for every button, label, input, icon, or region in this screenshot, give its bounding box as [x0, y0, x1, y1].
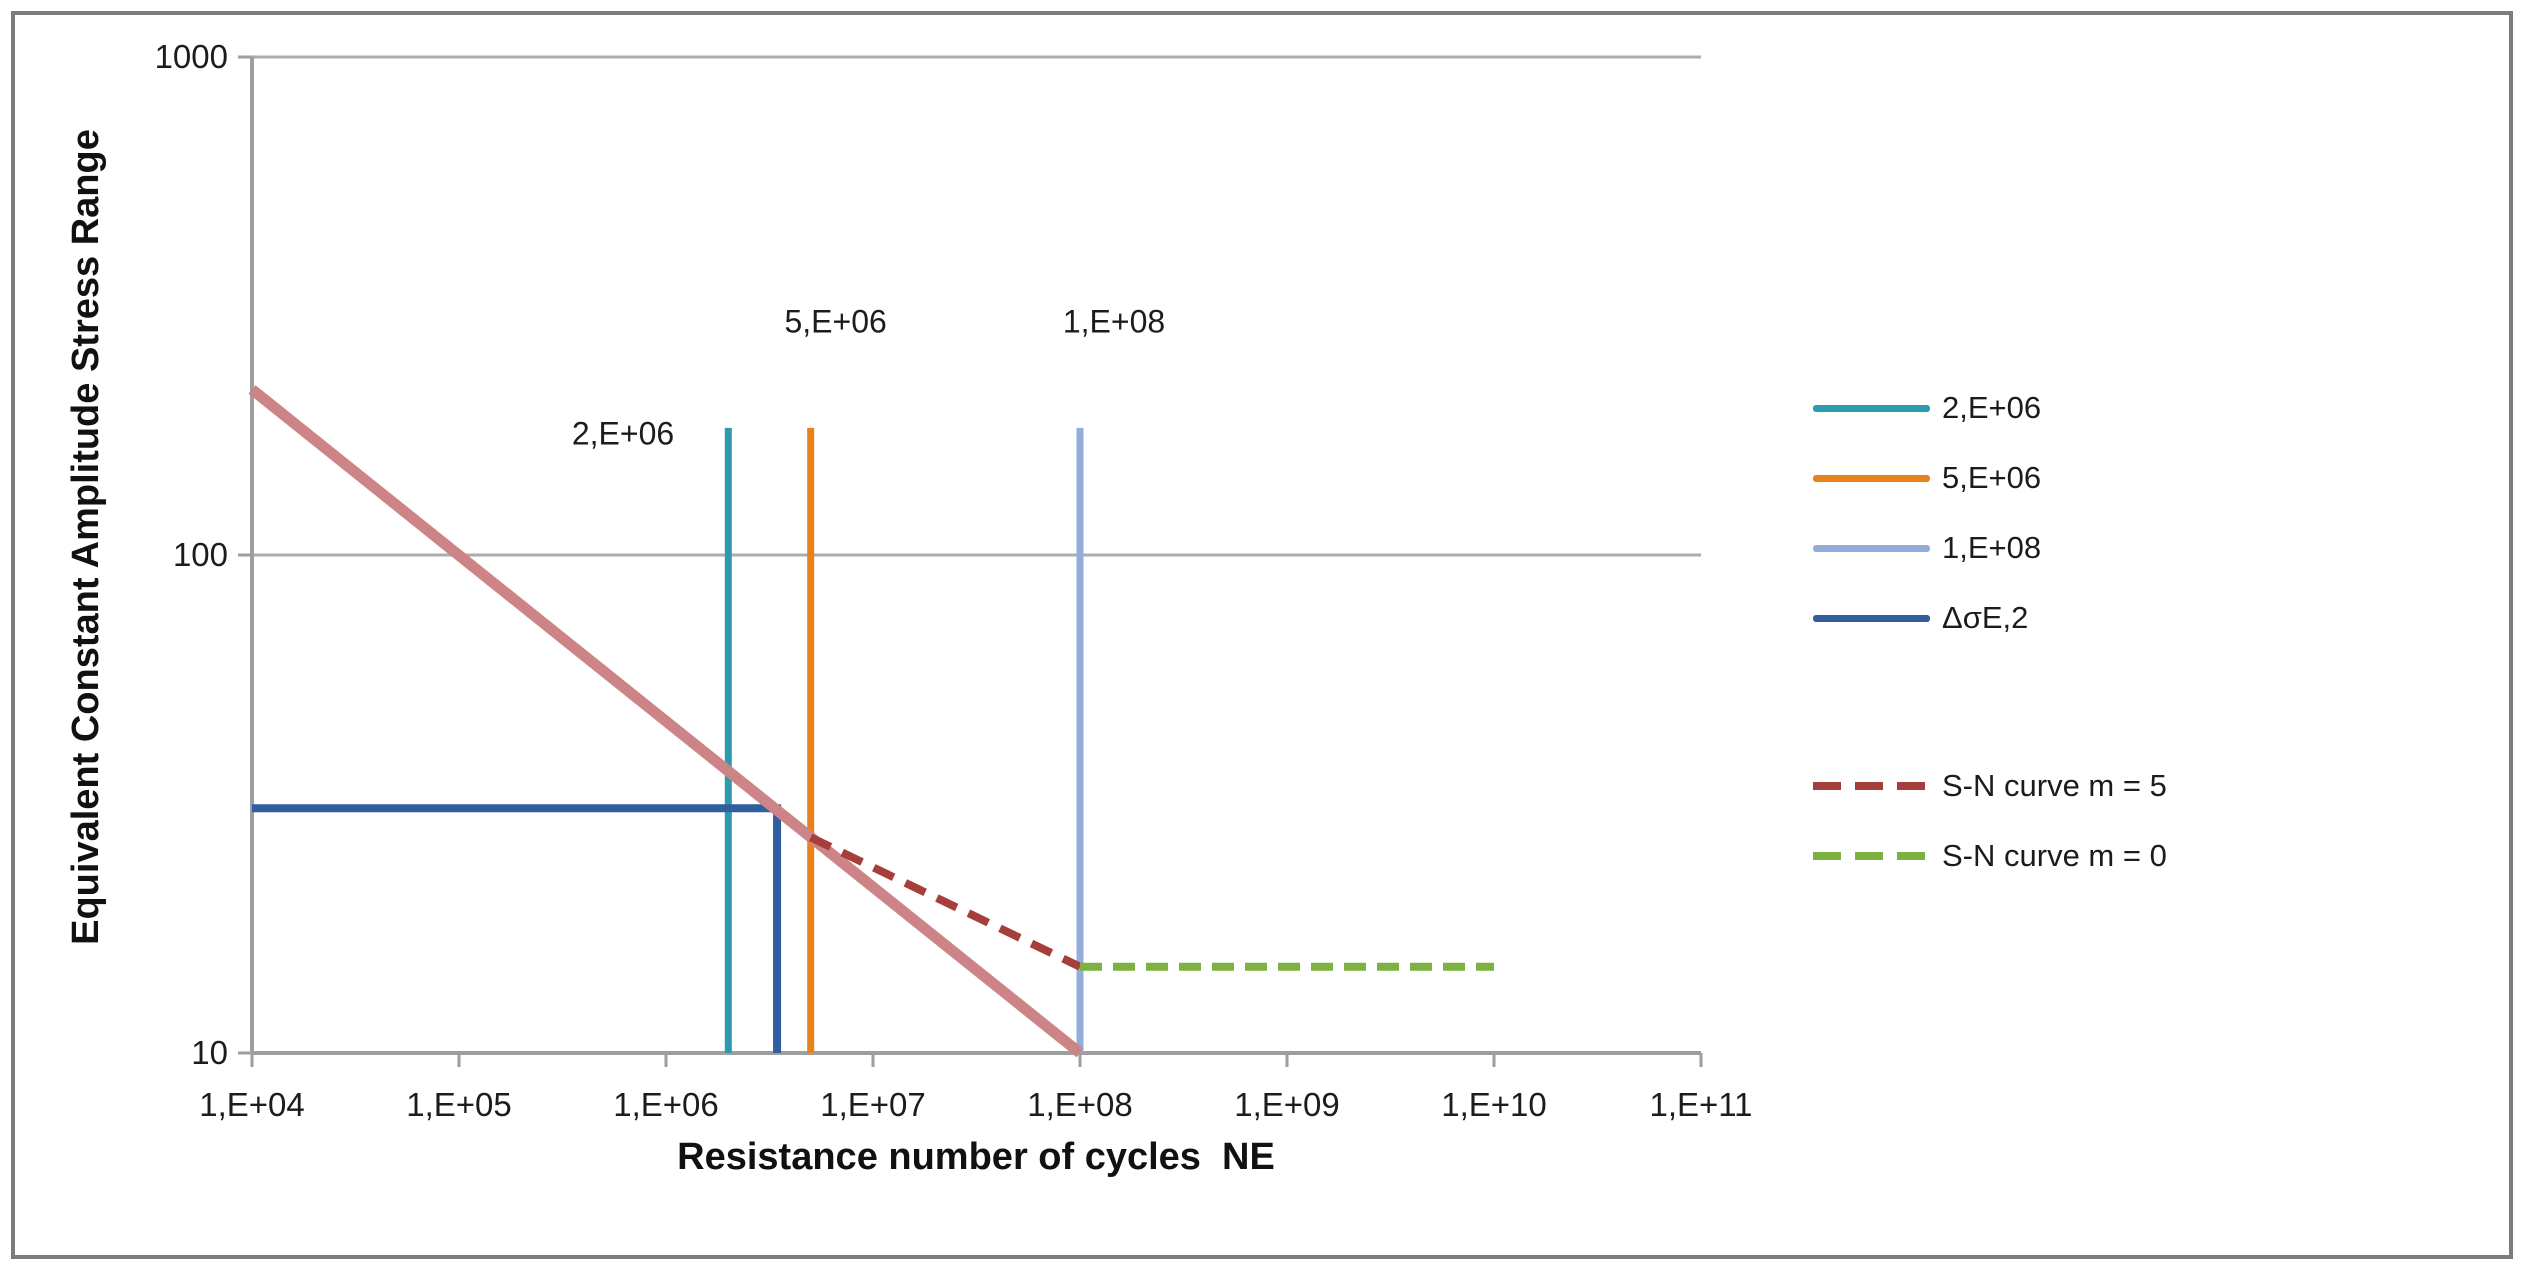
x-axis-title: Resistance number of cycles NE [677, 1136, 1275, 1178]
x-tick-label-1E08: 1,E+08 [1027, 1086, 1133, 1123]
label-2e06: 2,E+06 [571, 415, 675, 452]
y-tick-label-1000: 1000 [154, 38, 228, 75]
label-1e08: 1,E+08 [1062, 303, 1166, 340]
legend-item-2: 1,E+08 [1813, 513, 2167, 583]
legend-dashed-line-swatch [1813, 782, 1930, 790]
series-sn-curve-m5 [808, 833, 1082, 971]
series-sn-curve-solid [248, 385, 1084, 1058]
legend-item-0: 2,E+06 [1813, 373, 2167, 443]
legend-label: S-N curve m = 5 [1942, 768, 2167, 803]
legend-group-spacer [1813, 653, 2167, 751]
legend-label: ΔσE,2 [1942, 600, 2029, 635]
legend-label: 1,E+08 [1942, 530, 2042, 565]
label-5e06: 5,E+06 [784, 303, 887, 340]
y-axis-title: Equivalent Constant Amplitude Stress Ran… [65, 129, 107, 945]
legend-item-1: 5,E+06 [1813, 443, 2167, 513]
legend-item-3: ΔσE,2 [1813, 583, 2167, 653]
x-tick-label-1E05: 1,E+05 [406, 1086, 512, 1123]
legend-line-swatch [1813, 544, 1930, 552]
legend-label: 5,E+06 [1942, 460, 2042, 495]
legend-item-4: S-N curve m = 5 [1813, 751, 2167, 821]
legend-label: 2,E+06 [1942, 390, 2042, 425]
legend-dashed-line-swatch [1813, 852, 1930, 860]
x-tick-label-1E11: 1,E+11 [1649, 1086, 1753, 1123]
x-tick-label-1E07: 1,E+07 [820, 1086, 926, 1123]
x-tick-label-1E06: 1,E+06 [613, 1086, 719, 1123]
y-tick-label-10: 10 [191, 1034, 228, 1071]
legend-item-5: S-N curve m = 0 [1813, 821, 2167, 891]
series-delta-sigma-e2 [252, 804, 782, 1053]
x-tick-label-1E09: 1,E+09 [1234, 1086, 1340, 1123]
chart-legend: 2,E+06 5,E+06 1,E+08 ΔσE,2 S-N curve m = 5 S-… [1813, 373, 2167, 891]
x-tick-label-1E10: 1,E+10 [1441, 1086, 1547, 1123]
legend-line-swatch [1813, 474, 1930, 482]
legend-line-swatch [1813, 614, 1930, 622]
legend-line-swatch [1813, 404, 1930, 412]
x-tick-label-1E04: 1,E+04 [199, 1086, 305, 1123]
legend-label: S-N curve m = 0 [1942, 838, 2167, 873]
y-tick-label-100: 100 [172, 536, 228, 573]
